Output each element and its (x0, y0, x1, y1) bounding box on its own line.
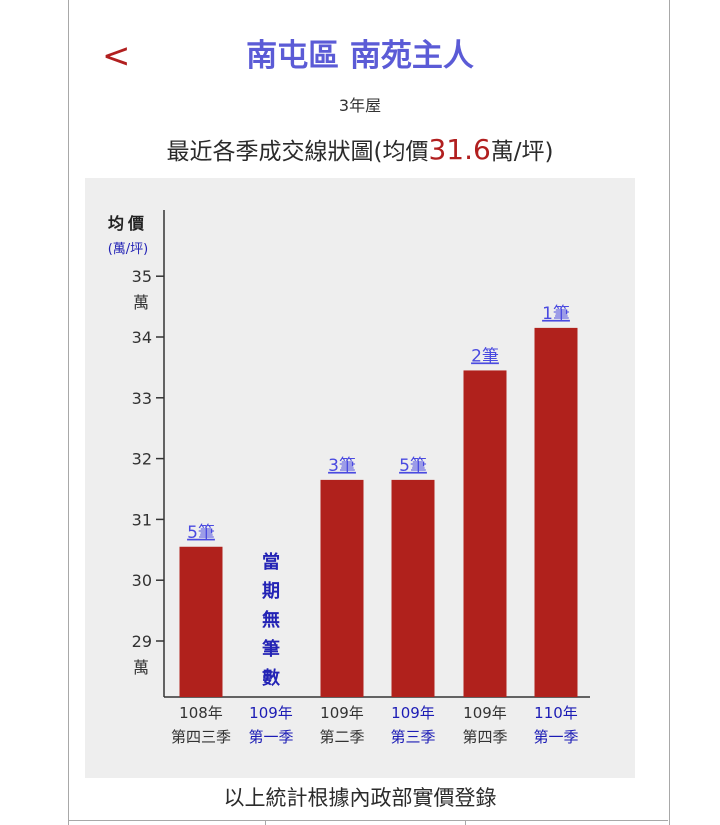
x-tick-label-quarter: 第四三季 (171, 728, 231, 746)
x-tick-label-year: 109年 (320, 704, 364, 722)
x-tick-label-quarter: 第一季 (248, 728, 293, 746)
no-data-char: 筆 (262, 638, 280, 660)
y-tick-label: 31 (132, 510, 152, 529)
no-data-char: 期 (262, 581, 280, 602)
chart-heading: 最近各季成交線狀圖(均價31.6萬/坪) (0, 132, 720, 170)
x-tick-label-quarter: 第三季 (390, 728, 435, 746)
y-axis-unit: (萬/坪) (108, 242, 149, 257)
bar-count-link[interactable]: 1筆 (542, 304, 570, 324)
y-tick-unit: 萬 (133, 658, 149, 677)
x-tick-label-year: 110年 (534, 704, 578, 722)
y-tick-label: 35 (132, 267, 152, 286)
bar (320, 479, 364, 697)
y-tick-label: 30 (132, 571, 152, 590)
footer-note: 以上統計根據內政部實價登錄 (223, 786, 497, 810)
no-data-char: 無 (262, 609, 280, 631)
bar-count-link[interactable]: 5筆 (187, 523, 215, 543)
bottom-divider-tick (265, 820, 266, 825)
bottom-divider (68, 820, 668, 821)
x-tick-label-quarter: 第一季 (533, 728, 578, 746)
x-tick-label-quarter: 第二季 (319, 728, 364, 746)
bottom-divider-tick (465, 820, 466, 825)
chart-heading-suffix: 萬/坪) (490, 139, 554, 165)
building-age: 3年屋 (338, 96, 382, 115)
bar (534, 327, 578, 697)
no-data-char: 當 (262, 551, 280, 573)
bar-count-link[interactable]: 5筆 (399, 456, 427, 476)
bar (179, 546, 223, 697)
bar (391, 479, 435, 697)
average-price: 31.6 (428, 133, 491, 166)
x-tick-label-year: 109年 (463, 704, 507, 722)
y-tick-label: 34 (132, 328, 152, 347)
chart-heading-prefix: 最近各季成交線狀圖(均價 (166, 139, 429, 165)
bar-count-link[interactable]: 3筆 (328, 456, 356, 476)
back-button[interactable]: < (102, 36, 131, 76)
no-data-char: 數 (262, 668, 280, 689)
y-tick-unit: 萬 (133, 293, 149, 312)
y-tick-label: 33 (132, 389, 152, 408)
y-tick-label: 32 (132, 450, 152, 469)
page-title: 南屯區 南苑主人 (246, 38, 474, 74)
bar-count-link[interactable]: 2筆 (471, 346, 499, 366)
x-tick-label-year: 109年 (391, 704, 435, 722)
bar (463, 370, 507, 697)
y-tick-label: 29 (132, 632, 152, 651)
x-tick-label-year: 109年 (249, 704, 293, 722)
x-tick-label-year: 108年 (179, 704, 223, 722)
x-tick-label-quarter: 第四季 (462, 728, 507, 746)
y-axis-label: 均價 (108, 214, 148, 233)
